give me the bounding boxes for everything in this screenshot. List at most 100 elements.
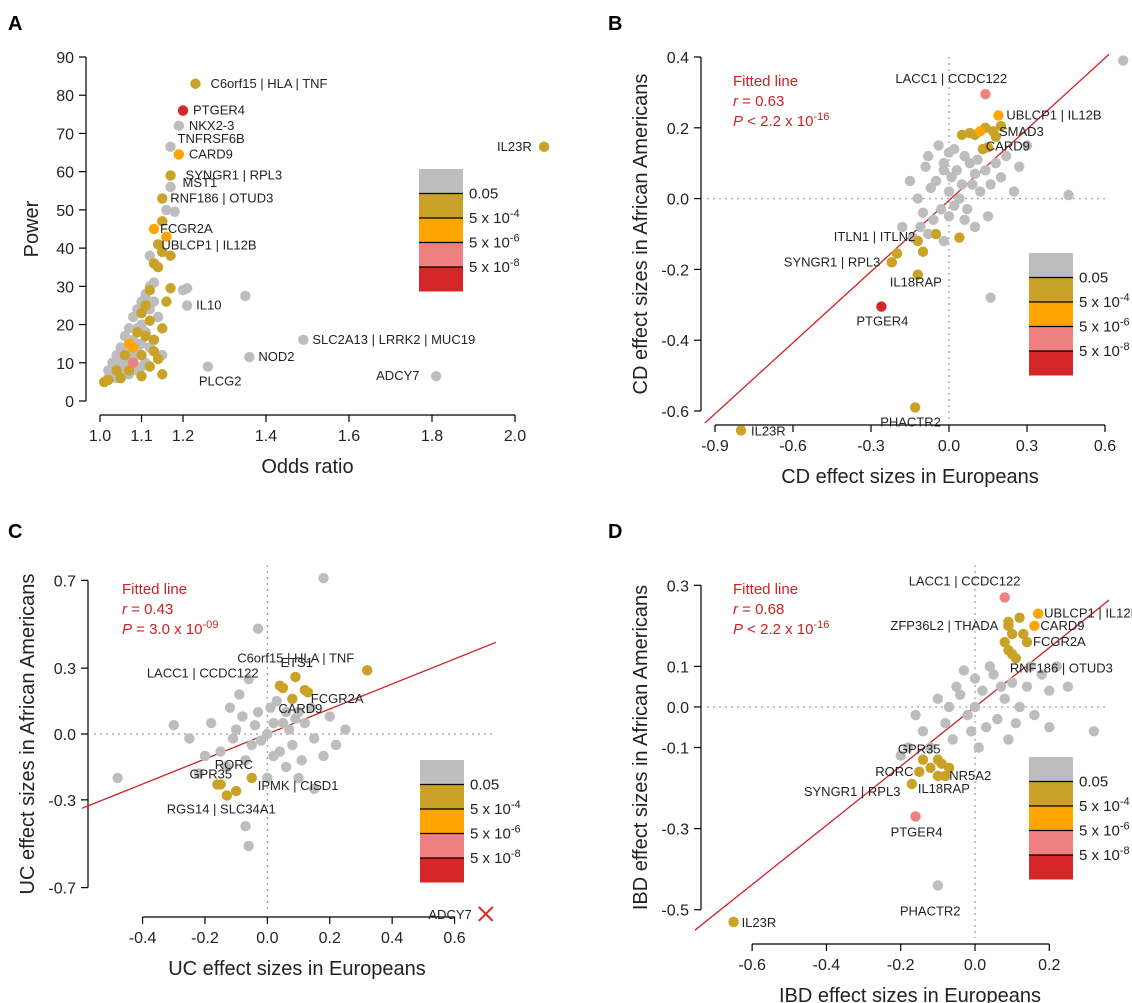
point-label: TNFRSF6B [178, 131, 245, 146]
data-point [132, 327, 143, 338]
x-tick-label: 0.2 [1038, 957, 1060, 974]
fit-annotation-p: P < 2.2 x 10-16 [733, 619, 829, 638]
data-point [128, 342, 139, 353]
data-point [1044, 685, 1055, 696]
data-point [299, 717, 310, 729]
data-point [1014, 701, 1025, 713]
data-point [152, 353, 164, 365]
data-point [980, 165, 991, 176]
labeled-point [980, 88, 991, 100]
data-point [910, 709, 921, 721]
data-point [115, 342, 126, 353]
data-point [148, 277, 160, 288]
data-point [954, 232, 965, 243]
point-label: C6orf15 | HLA | TNF [210, 76, 327, 91]
y-tick-label: 20 [56, 318, 74, 335]
data-point [157, 323, 168, 334]
panel-letter: C [8, 521, 22, 543]
y-tick-label: 80 [56, 88, 74, 105]
data-point [917, 754, 929, 765]
legend-label: 5 x 10-8 [1079, 845, 1130, 864]
data-point [318, 750, 329, 762]
y-tick-label: 0 [65, 394, 74, 411]
labeled-point [161, 231, 172, 242]
data-point [144, 361, 155, 372]
data-point [340, 724, 351, 735]
data-point [992, 713, 1003, 725]
point-label: NOD2 [258, 349, 294, 364]
data-point [1051, 661, 1062, 672]
data-point [1008, 186, 1020, 197]
fit-annotation-title: Fitted line [122, 581, 187, 598]
data-point [891, 248, 903, 259]
data-point [234, 689, 245, 700]
data-point [148, 346, 160, 357]
y-tick-label: -0.7 [48, 881, 76, 898]
labeled-point [999, 592, 1010, 603]
x-tick-label: 1.2 [172, 428, 194, 445]
data-point [119, 349, 131, 361]
data-point [958, 665, 970, 676]
data-point [940, 717, 951, 729]
labeled-point [906, 778, 918, 790]
x-tick-label: 1.0 [89, 428, 111, 445]
y-tick-label: 0.2 [667, 121, 689, 138]
y-tick-label: 0.0 [667, 700, 689, 717]
labeled-point [993, 110, 1004, 121]
point-label: NKX2-3 [189, 118, 235, 133]
legend-swatch [1029, 781, 1073, 806]
data-point [246, 739, 257, 751]
y-tick-label: -0.1 [661, 741, 689, 758]
x-tick-label: -0.4 [129, 930, 157, 947]
legend-label: 5 x 10-4 [1079, 292, 1130, 311]
point-label: LACC1 | CCDC122 [895, 71, 1007, 86]
point-label: IL18RAP [890, 275, 942, 290]
x-tick-label: 0.4 [381, 930, 403, 947]
labeled-point [173, 149, 185, 160]
data-point [318, 572, 329, 584]
data-point [1018, 628, 1029, 640]
point-label: RGS14 | SLC34A1 [167, 801, 276, 816]
x-axis-title: CD effect sizes in Europeans [781, 466, 1039, 488]
data-point [969, 701, 981, 713]
point-label: GPR35 [898, 742, 941, 757]
point-label: SMAD3 [999, 124, 1044, 139]
data-point [157, 246, 168, 258]
data-point [157, 216, 168, 227]
data-point [1014, 161, 1025, 172]
panel-letter: B [608, 13, 622, 35]
data-point [982, 142, 994, 153]
data-point [184, 733, 195, 744]
data-point [265, 702, 276, 713]
data-point [938, 235, 949, 247]
data-point [917, 246, 929, 257]
x-tick-label: 1.1 [130, 428, 152, 445]
point-label: PTGER4 [193, 103, 245, 118]
x-tick-label: 0.3 [1016, 438, 1038, 455]
data-point [1044, 722, 1055, 733]
y-tick-label: -0.4 [661, 333, 689, 350]
data-point [917, 726, 929, 737]
data-point [136, 361, 147, 372]
data-point [1088, 726, 1100, 737]
data-point [928, 214, 939, 226]
data-point [296, 755, 307, 766]
data-point [181, 283, 193, 294]
legend-swatch [420, 760, 464, 785]
data-point [902, 742, 914, 753]
x-tick-label: 0.2 [319, 930, 341, 947]
data-point [230, 724, 242, 735]
y-tick-label: 0.3 [667, 578, 689, 595]
labeled-point [1021, 636, 1033, 648]
y-axis-title: IBD effect sizes in African Americans [630, 585, 652, 910]
point-label: NR5A2 [949, 768, 991, 783]
y-tick-label: -0.5 [661, 903, 689, 920]
data-point [956, 179, 968, 190]
data-point [936, 204, 947, 215]
data-point [193, 768, 204, 779]
data-point [240, 290, 251, 302]
data-point [904, 175, 916, 187]
legend-label: 5 x 10-6 [1079, 821, 1130, 840]
legend-swatch [1029, 326, 1073, 351]
